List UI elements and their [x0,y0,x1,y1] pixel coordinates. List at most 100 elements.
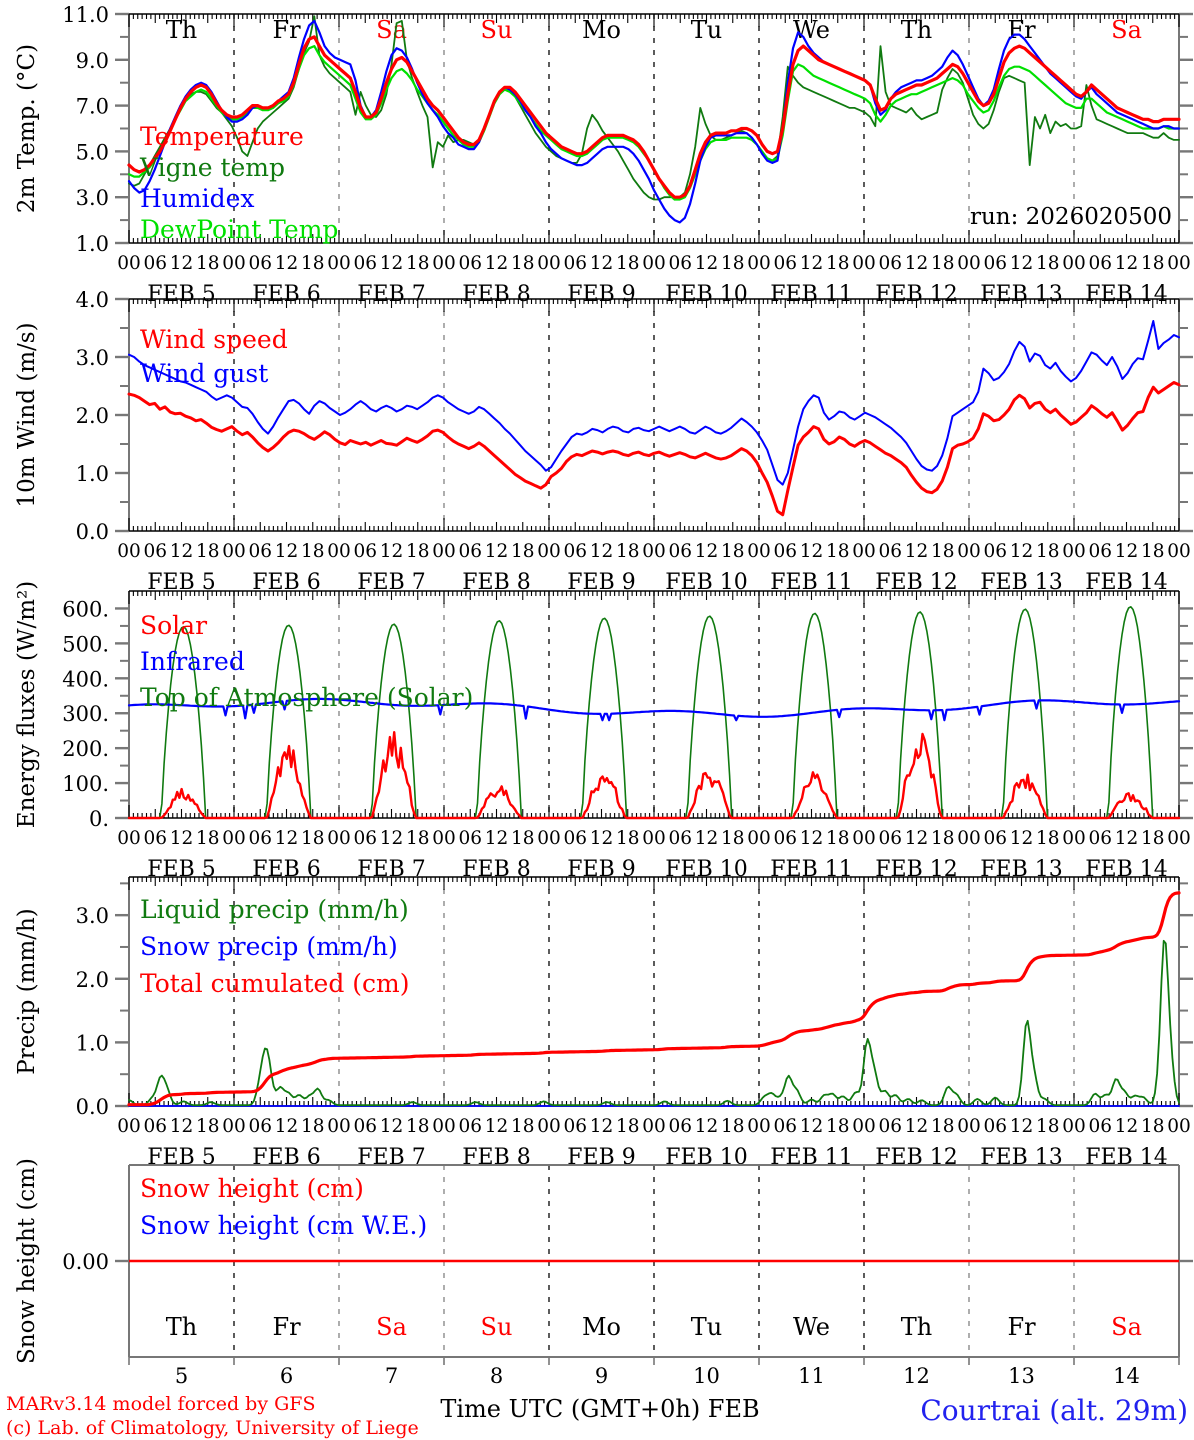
x-hour-label: 12 [485,541,509,562]
legend-item-1: Infrared [140,647,245,676]
x-hour-label: 06 [773,541,797,562]
x-hour-label: 00 [852,253,876,274]
x-hour-label: 06 [878,828,902,849]
x-hour-label: 12 [380,828,404,849]
legend-item-0: Temperature [140,122,304,151]
day-name-label: We [793,16,830,44]
y-tick-label: 4.0 [76,288,109,312]
series-humidex [127,19,1181,224]
series-wind-gust [128,320,1180,486]
y-tick-label: 0.0 [76,520,109,544]
x-hour-label: 18 [196,1116,220,1137]
x-hour-label: 00 [747,541,771,562]
x-hour-label: 06 [248,1116,272,1137]
y-tick-label: 500. [62,632,109,656]
y-tick-label: 7.0 [76,95,109,119]
y-tick-label: 2.0 [76,968,109,992]
x-hour-label: 12 [590,541,614,562]
x-hour-label: 18 [196,541,220,562]
series-infrared [127,697,1181,722]
x-hour-label: 00 [1062,828,1086,849]
x-hour-label: 06 [143,541,167,562]
x-hour-label: 00 [432,541,456,562]
x-hour-label: 00 [537,253,561,274]
x-hour-label: 00 [117,828,141,849]
bottom-day-number: 8 [490,1364,503,1388]
x-hour-label: 12 [1115,541,1139,562]
x-hour-label: 06 [773,1116,797,1137]
legend-item-1: Snow precip (mm/h) [140,932,398,961]
day-name-label: Tu [691,1313,722,1341]
x-hour-label: 12 [1010,541,1034,562]
y-tick-label: 100. [62,772,109,796]
x-hour-label: 06 [248,828,272,849]
x-hour-label: 06 [563,253,587,274]
x-hour-label: 18 [511,828,535,849]
x-hour-label: 18 [1036,828,1060,849]
x-hour-label: 00 [852,828,876,849]
x-hour-label: 12 [1010,1116,1034,1137]
x-hour-label: 00 [957,541,981,562]
legend-item-1: Vigne temp [139,153,285,182]
x-hour-label: 18 [1036,541,1060,562]
x-hour-label: 12 [800,253,824,274]
x-hour-label: 06 [878,541,902,562]
x-hour-label: 18 [301,541,325,562]
x-hour-label: 00 [852,1116,876,1137]
x-hour-label: 18 [301,1116,325,1137]
day-name-label: Fr [1007,16,1036,44]
x-hour-label: 18 [616,828,640,849]
x-date-label: FEB 11 [770,1145,852,1170]
bottom-day-number: 5 [175,1364,188,1388]
x-date-label: FEB 10 [665,1145,747,1170]
x-hour-label: 18 [931,541,955,562]
day-name-label: Fr [1007,1313,1036,1341]
x-hour-label: 18 [931,828,955,849]
x-date-label: FEB 13 [980,1145,1062,1170]
x-date-label: FEB 8 [462,1145,530,1170]
x-hour-label: 18 [616,1116,640,1137]
x-hour-label: 06 [773,828,797,849]
x-hour-label: 12 [905,828,929,849]
x-hour-label: 18 [406,541,430,562]
run-label: run: 2026020500 [970,204,1172,230]
x-hour-label: 12 [380,541,404,562]
x-hour-label: 06 [563,828,587,849]
y-tick-label: 3.0 [76,904,109,928]
x-hour-label: 06 [1088,1116,1112,1137]
day-name-label: Su [481,16,513,44]
x-hour-label: 06 [878,253,902,274]
y-tick-label: 2.0 [76,404,109,428]
x-hour-label: 12 [905,1116,929,1137]
x-hour-label: 00 [222,1116,246,1137]
x-hour-label: 00 [432,1116,456,1137]
x-hour-label: 18 [826,828,850,849]
y-tick-label: 5.0 [76,140,109,164]
x-hour-label: 00 [957,828,981,849]
x-hour-label: 18 [721,253,745,274]
x-hour-label: 18 [826,541,850,562]
x-hour-label: 12 [275,253,299,274]
legend-item-0: Liquid precip (mm/h) [140,895,409,924]
x-hour-label: 00 [222,253,246,274]
bottom-day-number: 12 [903,1364,930,1388]
series-total-cumulated [127,891,1181,1107]
x-hour-label: 00 [852,541,876,562]
x-hour-label: 18 [406,1116,430,1137]
x-hour-label: 12 [1010,253,1034,274]
x-hour-label: 18 [616,253,640,274]
x-hour-label: 12 [590,828,614,849]
day-name-label: Fr [272,16,301,44]
x-hour-label: 06 [353,541,377,562]
y-tick-label: 600. [62,597,109,621]
day-name-label: Th [166,16,197,44]
x-date-label: FEB 5 [147,1145,215,1170]
x-hour-label: 06 [248,541,272,562]
x-hour-label: 00 [957,253,981,274]
x-hour-label: 12 [170,828,194,849]
series-wind-speed [127,381,1181,517]
x-hour-label: 00 [117,541,141,562]
x-date-label: FEB 9 [567,1145,635,1170]
x-hour-label: 00 [327,541,351,562]
